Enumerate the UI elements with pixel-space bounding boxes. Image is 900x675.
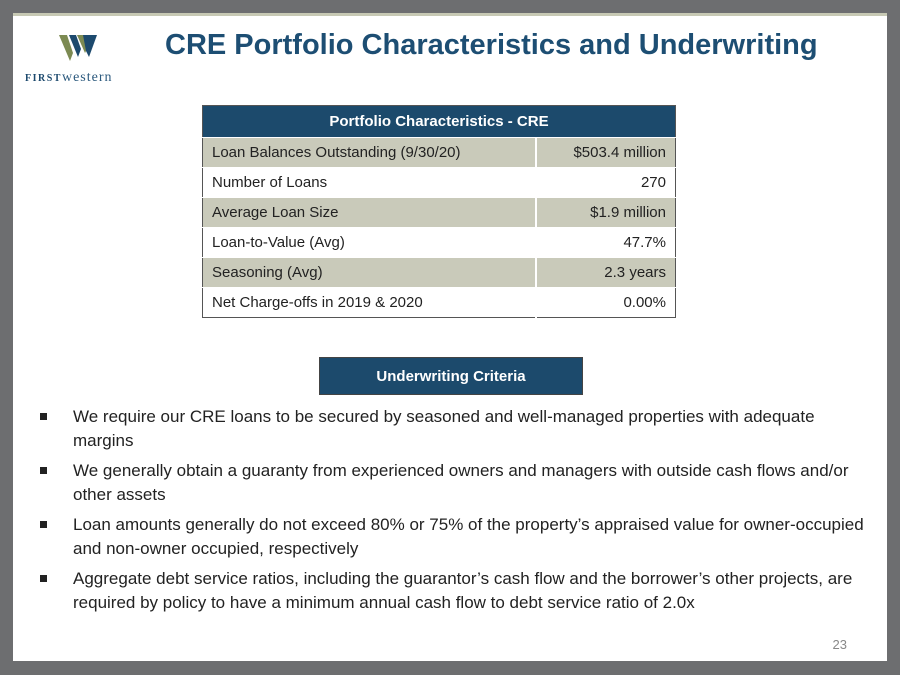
bullet-text: Loan amounts generally do not exceed 80%… xyxy=(73,515,864,558)
underwriting-bullet-list: We require our CRE loans to be secured b… xyxy=(38,405,868,621)
bullet-text: We generally obtain a guaranty from expe… xyxy=(73,461,849,504)
row-label: Average Loan Size xyxy=(202,197,537,228)
bullet-square-icon xyxy=(40,467,47,474)
row-label: Loan-to-Value (Avg) xyxy=(202,227,537,258)
page-number: 23 xyxy=(832,637,847,652)
page-title: CRE Portfolio Characteristics and Underw… xyxy=(165,29,818,61)
table-row: Number of Loans 270 xyxy=(202,167,676,198)
top-rule xyxy=(13,13,887,16)
table-header: Portfolio Characteristics - CRE xyxy=(202,105,676,138)
portfolio-characteristics-table: Portfolio Characteristics - CRE Loan Bal… xyxy=(202,105,676,318)
table-row: Net Charge-offs in 2019 & 2020 0.00% xyxy=(202,287,676,318)
list-item: Loan amounts generally do not exceed 80%… xyxy=(38,513,868,560)
table-row: Loan-to-Value (Avg) 47.7% xyxy=(202,227,676,258)
slide: FIRSTwestern CRE Portfolio Characteristi… xyxy=(13,13,887,661)
bullet-text: We require our CRE loans to be secured b… xyxy=(73,407,815,450)
table-row: Seasoning (Avg) 2.3 years xyxy=(202,257,676,288)
logo-wordmark: FIRSTwestern xyxy=(25,70,113,85)
list-item: We require our CRE loans to be secured b… xyxy=(38,405,868,452)
row-label: Number of Loans xyxy=(202,167,537,198)
list-item: We generally obtain a guaranty from expe… xyxy=(38,459,868,506)
row-value: 0.00% xyxy=(535,287,676,318)
row-value: 2.3 years xyxy=(535,257,676,288)
bullet-square-icon xyxy=(40,521,47,528)
row-value: $1.9 million xyxy=(535,197,676,228)
company-logo: FIRSTwestern xyxy=(25,33,135,93)
row-label: Net Charge-offs in 2019 & 2020 xyxy=(202,287,537,318)
bullet-text: Aggregate debt service ratios, including… xyxy=(73,569,853,612)
table-header-row: Portfolio Characteristics - CRE xyxy=(202,105,676,138)
row-value: 270 xyxy=(535,167,676,198)
row-label: Seasoning (Avg) xyxy=(202,257,537,288)
table-row: Loan Balances Outstanding (9/30/20) $503… xyxy=(202,137,676,168)
bullet-square-icon xyxy=(40,413,47,420)
list-item: Aggregate debt service ratios, including… xyxy=(38,567,868,614)
underwriting-criteria-label: Underwriting Criteria xyxy=(319,357,583,395)
table-row: Average Loan Size $1.9 million xyxy=(202,197,676,228)
fw-monogram-icon xyxy=(59,35,97,61)
row-label: Loan Balances Outstanding (9/30/20) xyxy=(202,137,537,168)
row-value: 47.7% xyxy=(535,227,676,258)
row-value: $503.4 million xyxy=(535,137,676,168)
bullet-square-icon xyxy=(40,575,47,582)
